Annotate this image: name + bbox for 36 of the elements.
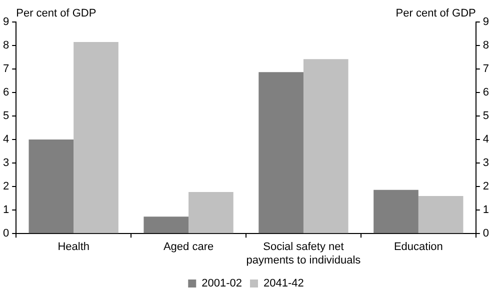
y2-tick-label: 5 xyxy=(482,110,490,122)
legend-label: 2041-42 xyxy=(264,278,304,290)
y-tick-label: 4 xyxy=(2,134,10,146)
y2-tick-label: 6 xyxy=(482,86,490,99)
y2-tick-label: 8 xyxy=(482,40,490,52)
x-tick-label: Health xyxy=(58,241,90,254)
y-tick-label: 5 xyxy=(2,110,10,122)
y-tick-label: 0 xyxy=(2,228,10,240)
bar xyxy=(74,42,118,234)
bar xyxy=(144,216,189,234)
y-tick-label: 3 xyxy=(2,157,10,170)
y2-tick-label: 9 xyxy=(482,16,490,28)
bar xyxy=(188,192,234,234)
y-tick-label: 1 xyxy=(2,204,10,216)
y-tick-label: 7 xyxy=(2,63,10,76)
y-tick-label: 9 xyxy=(2,16,10,28)
bar xyxy=(374,190,418,234)
bar xyxy=(418,196,464,234)
y-axis-title: Per cent of GDP xyxy=(16,8,96,20)
x-tick-label: Aged care xyxy=(163,241,214,254)
x-tick-label: Education xyxy=(394,241,443,254)
y2-tick-label: 4 xyxy=(482,134,490,146)
x-tick-label: Social safety net payments to individuals xyxy=(246,241,362,266)
y-tick-label: 2 xyxy=(2,180,10,193)
y-tick-label: 8 xyxy=(2,40,10,52)
bar xyxy=(258,72,304,234)
y2-tick-label: 0 xyxy=(482,228,490,240)
bar xyxy=(303,59,348,234)
legend-label: 2001-02 xyxy=(202,278,242,290)
y2-tick-label: 7 xyxy=(482,63,490,76)
y2-tick-label: 3 xyxy=(482,157,490,170)
y2-axis-title: Per cent of GDP xyxy=(396,8,476,20)
bar xyxy=(28,140,74,234)
y-tick-label: 6 xyxy=(2,86,10,99)
y2-tick-label: 1 xyxy=(482,204,490,216)
y2-tick-label: 2 xyxy=(482,180,490,193)
